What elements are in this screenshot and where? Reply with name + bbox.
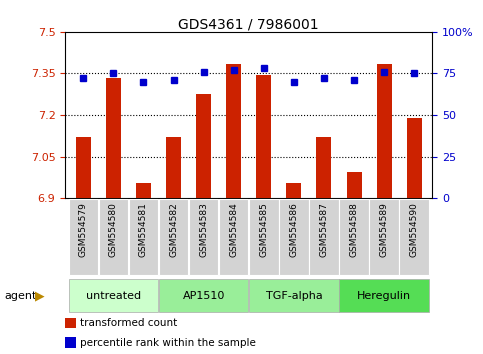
Bar xyxy=(316,137,331,198)
Text: GSM554584: GSM554584 xyxy=(229,202,238,257)
Text: GSM554588: GSM554588 xyxy=(350,202,358,257)
FancyBboxPatch shape xyxy=(69,279,158,312)
FancyBboxPatch shape xyxy=(159,279,248,312)
Bar xyxy=(346,172,362,198)
Text: GDS4361 / 7986001: GDS4361 / 7986001 xyxy=(178,18,319,32)
FancyBboxPatch shape xyxy=(279,199,309,275)
Text: GSM554587: GSM554587 xyxy=(319,202,328,257)
Bar xyxy=(256,75,271,198)
Bar xyxy=(106,78,121,198)
Text: TGF-alpha: TGF-alpha xyxy=(266,291,322,301)
Text: GSM554581: GSM554581 xyxy=(139,202,148,257)
Bar xyxy=(226,64,241,198)
Text: ▶: ▶ xyxy=(35,289,44,302)
Text: untreated: untreated xyxy=(86,291,141,301)
Bar xyxy=(166,137,181,198)
FancyBboxPatch shape xyxy=(399,199,429,275)
FancyBboxPatch shape xyxy=(249,199,279,275)
FancyBboxPatch shape xyxy=(128,199,158,275)
Text: GSM554582: GSM554582 xyxy=(169,202,178,257)
FancyBboxPatch shape xyxy=(249,279,339,312)
FancyBboxPatch shape xyxy=(219,199,248,275)
Bar xyxy=(196,94,211,198)
Text: AP1510: AP1510 xyxy=(183,291,225,301)
FancyBboxPatch shape xyxy=(189,199,218,275)
Text: GSM554586: GSM554586 xyxy=(289,202,298,257)
FancyBboxPatch shape xyxy=(309,199,339,275)
Text: GSM554580: GSM554580 xyxy=(109,202,118,257)
Bar xyxy=(407,118,422,198)
Text: transformed count: transformed count xyxy=(80,318,177,328)
Text: percentile rank within the sample: percentile rank within the sample xyxy=(80,338,256,348)
Text: GSM554585: GSM554585 xyxy=(259,202,268,257)
Text: GSM554589: GSM554589 xyxy=(380,202,389,257)
FancyBboxPatch shape xyxy=(340,199,369,275)
Bar xyxy=(286,183,301,198)
Text: GSM554583: GSM554583 xyxy=(199,202,208,257)
FancyBboxPatch shape xyxy=(99,199,128,275)
FancyBboxPatch shape xyxy=(340,279,429,312)
Bar xyxy=(76,137,91,198)
Text: GSM554579: GSM554579 xyxy=(79,202,88,257)
Text: GSM554590: GSM554590 xyxy=(410,202,419,257)
FancyBboxPatch shape xyxy=(159,199,188,275)
Bar xyxy=(136,183,151,198)
FancyBboxPatch shape xyxy=(69,199,98,275)
Text: agent: agent xyxy=(5,291,37,301)
Bar xyxy=(377,64,392,198)
FancyBboxPatch shape xyxy=(369,199,399,275)
Text: Heregulin: Heregulin xyxy=(357,291,411,301)
